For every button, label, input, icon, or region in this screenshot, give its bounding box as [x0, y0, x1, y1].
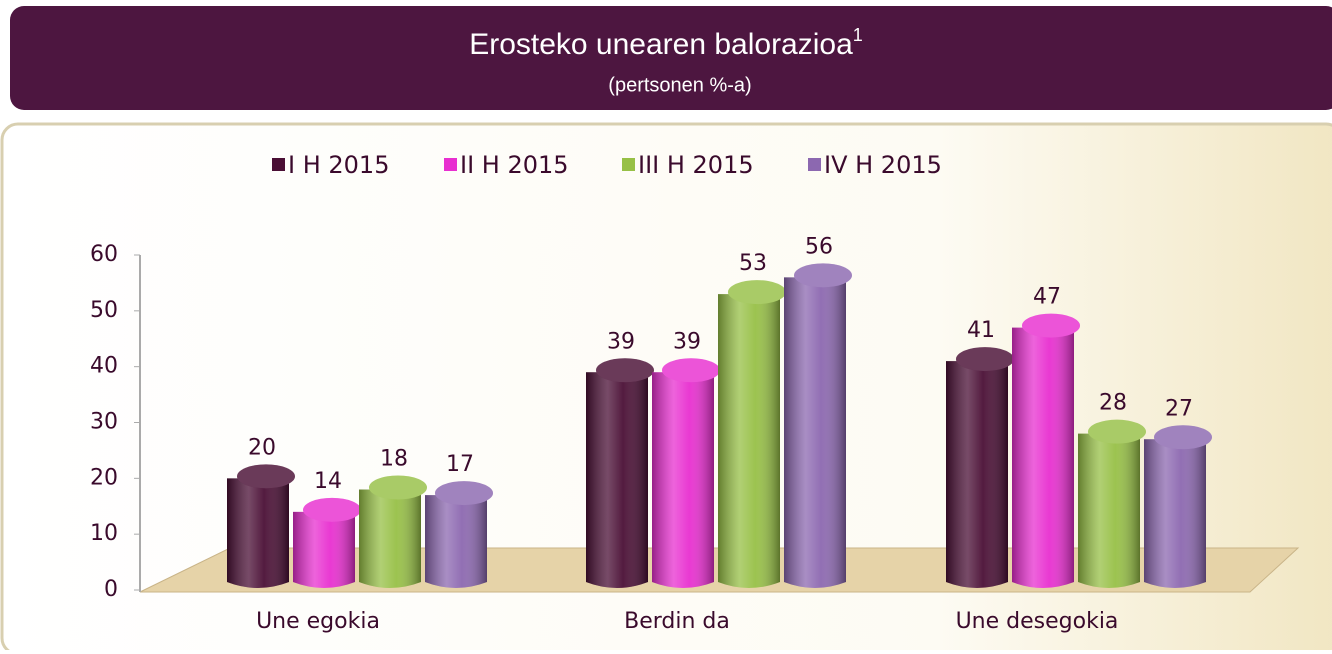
bar-shade [718, 294, 780, 588]
bar-top [728, 280, 786, 305]
y-tick-label: 0 [104, 577, 118, 602]
header-banner [10, 6, 1332, 110]
bar-top-highlight [956, 347, 1014, 372]
legend-label: I H 2015 [288, 151, 389, 179]
bar-top [662, 358, 720, 383]
bar-shade [784, 277, 846, 588]
value-label: 14 [314, 469, 342, 494]
legend-swatch [444, 158, 457, 171]
legend-label: III H 2015 [638, 151, 754, 179]
bar-top-highlight [1088, 419, 1146, 444]
value-label: 53 [739, 251, 767, 276]
y-tick-label: 40 [90, 354, 118, 379]
bar-top [596, 358, 654, 383]
value-label: 39 [607, 329, 635, 354]
bar-top [303, 497, 361, 522]
bar-top-highlight [794, 263, 852, 288]
y-tick-label: 20 [90, 465, 118, 490]
bar-top [794, 263, 852, 288]
bar-shade [1078, 433, 1140, 588]
chart-subtitle: (pertsonen %-a) [608, 74, 751, 96]
bar-top-highlight [728, 280, 786, 305]
bar-top [1088, 419, 1146, 444]
bar-top-highlight [369, 475, 427, 500]
value-label: 17 [446, 452, 474, 477]
value-label: 18 [380, 447, 408, 472]
bar-shade [293, 511, 355, 588]
value-label: 20 [248, 435, 276, 460]
bar-top-highlight [1022, 313, 1080, 338]
chart-title: Erosteko unearen balorazioa1 [469, 25, 863, 61]
value-label: 39 [673, 329, 701, 354]
x-tick-label: Berdin da [624, 609, 730, 634]
bar-shade [1144, 439, 1206, 588]
bar-top-highlight [303, 497, 361, 522]
bar-shade [586, 372, 648, 588]
value-label: 47 [1033, 285, 1061, 310]
bar-top [956, 347, 1014, 372]
bar-top [237, 464, 295, 489]
bar-shade [227, 478, 289, 588]
legend-label: IV H 2015 [824, 151, 942, 179]
x-tick-label: Une egokia [256, 609, 380, 634]
bar-shade [946, 361, 1008, 588]
y-tick-label: 50 [90, 298, 118, 323]
bar-shade [425, 495, 487, 588]
bar-top [369, 475, 427, 500]
legend-swatch [272, 158, 285, 171]
bar-top [1022, 313, 1080, 338]
title-text: Erosteko unearen balorazioa [469, 28, 853, 61]
title-superscript: 1 [853, 25, 863, 45]
bar-top-highlight [1154, 425, 1212, 450]
value-label: 28 [1099, 391, 1127, 416]
bar-top [435, 481, 493, 506]
bar-shade [1012, 327, 1074, 588]
value-label: 56 [805, 234, 833, 259]
legend-swatch [808, 158, 821, 171]
bar-shade [652, 372, 714, 588]
value-label: 41 [967, 318, 995, 343]
x-tick-label: Une desegokia [956, 609, 1119, 634]
y-tick-label: 60 [90, 242, 118, 267]
bar-top-highlight [237, 464, 295, 489]
legend-swatch [622, 158, 635, 171]
value-label: 27 [1165, 396, 1193, 421]
bar-top-highlight [662, 358, 720, 383]
bar-shade [359, 489, 421, 588]
bar-top-highlight [596, 358, 654, 383]
bar-top-highlight [435, 481, 493, 506]
bar-top [1154, 425, 1212, 450]
y-tick-label: 10 [90, 521, 118, 546]
legend-label: II H 2015 [460, 151, 569, 179]
y-tick-label: 30 [90, 410, 118, 435]
